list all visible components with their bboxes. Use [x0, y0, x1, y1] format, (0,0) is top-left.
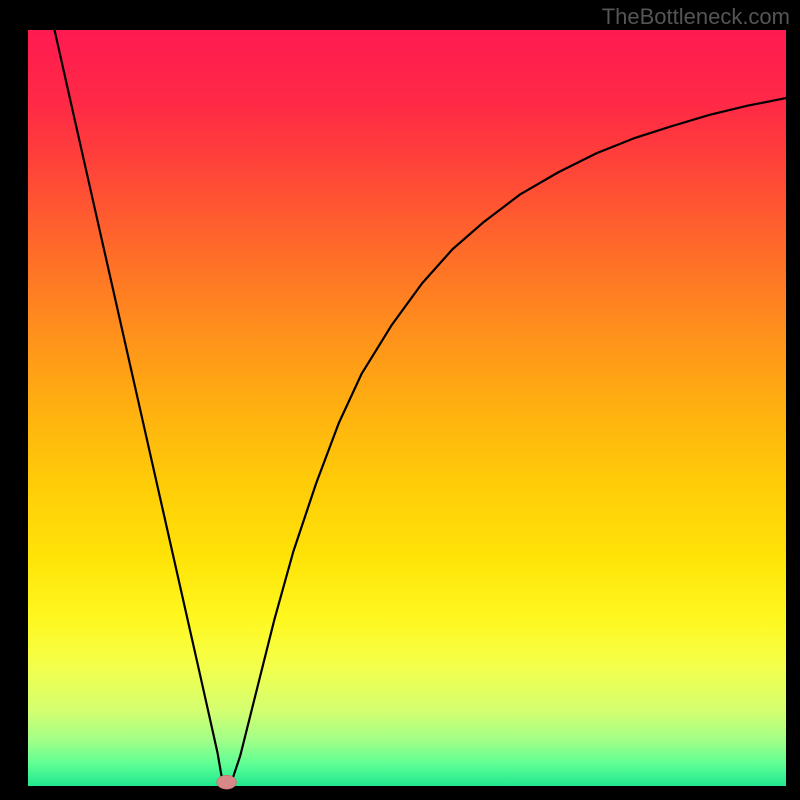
plot-area: [28, 30, 786, 786]
chart-container: TheBottleneck.com: [0, 0, 800, 800]
watermark-text: TheBottleneck.com: [602, 4, 790, 30]
bottleneck-curve-chart: [0, 0, 800, 800]
minimum-marker: [217, 775, 237, 789]
